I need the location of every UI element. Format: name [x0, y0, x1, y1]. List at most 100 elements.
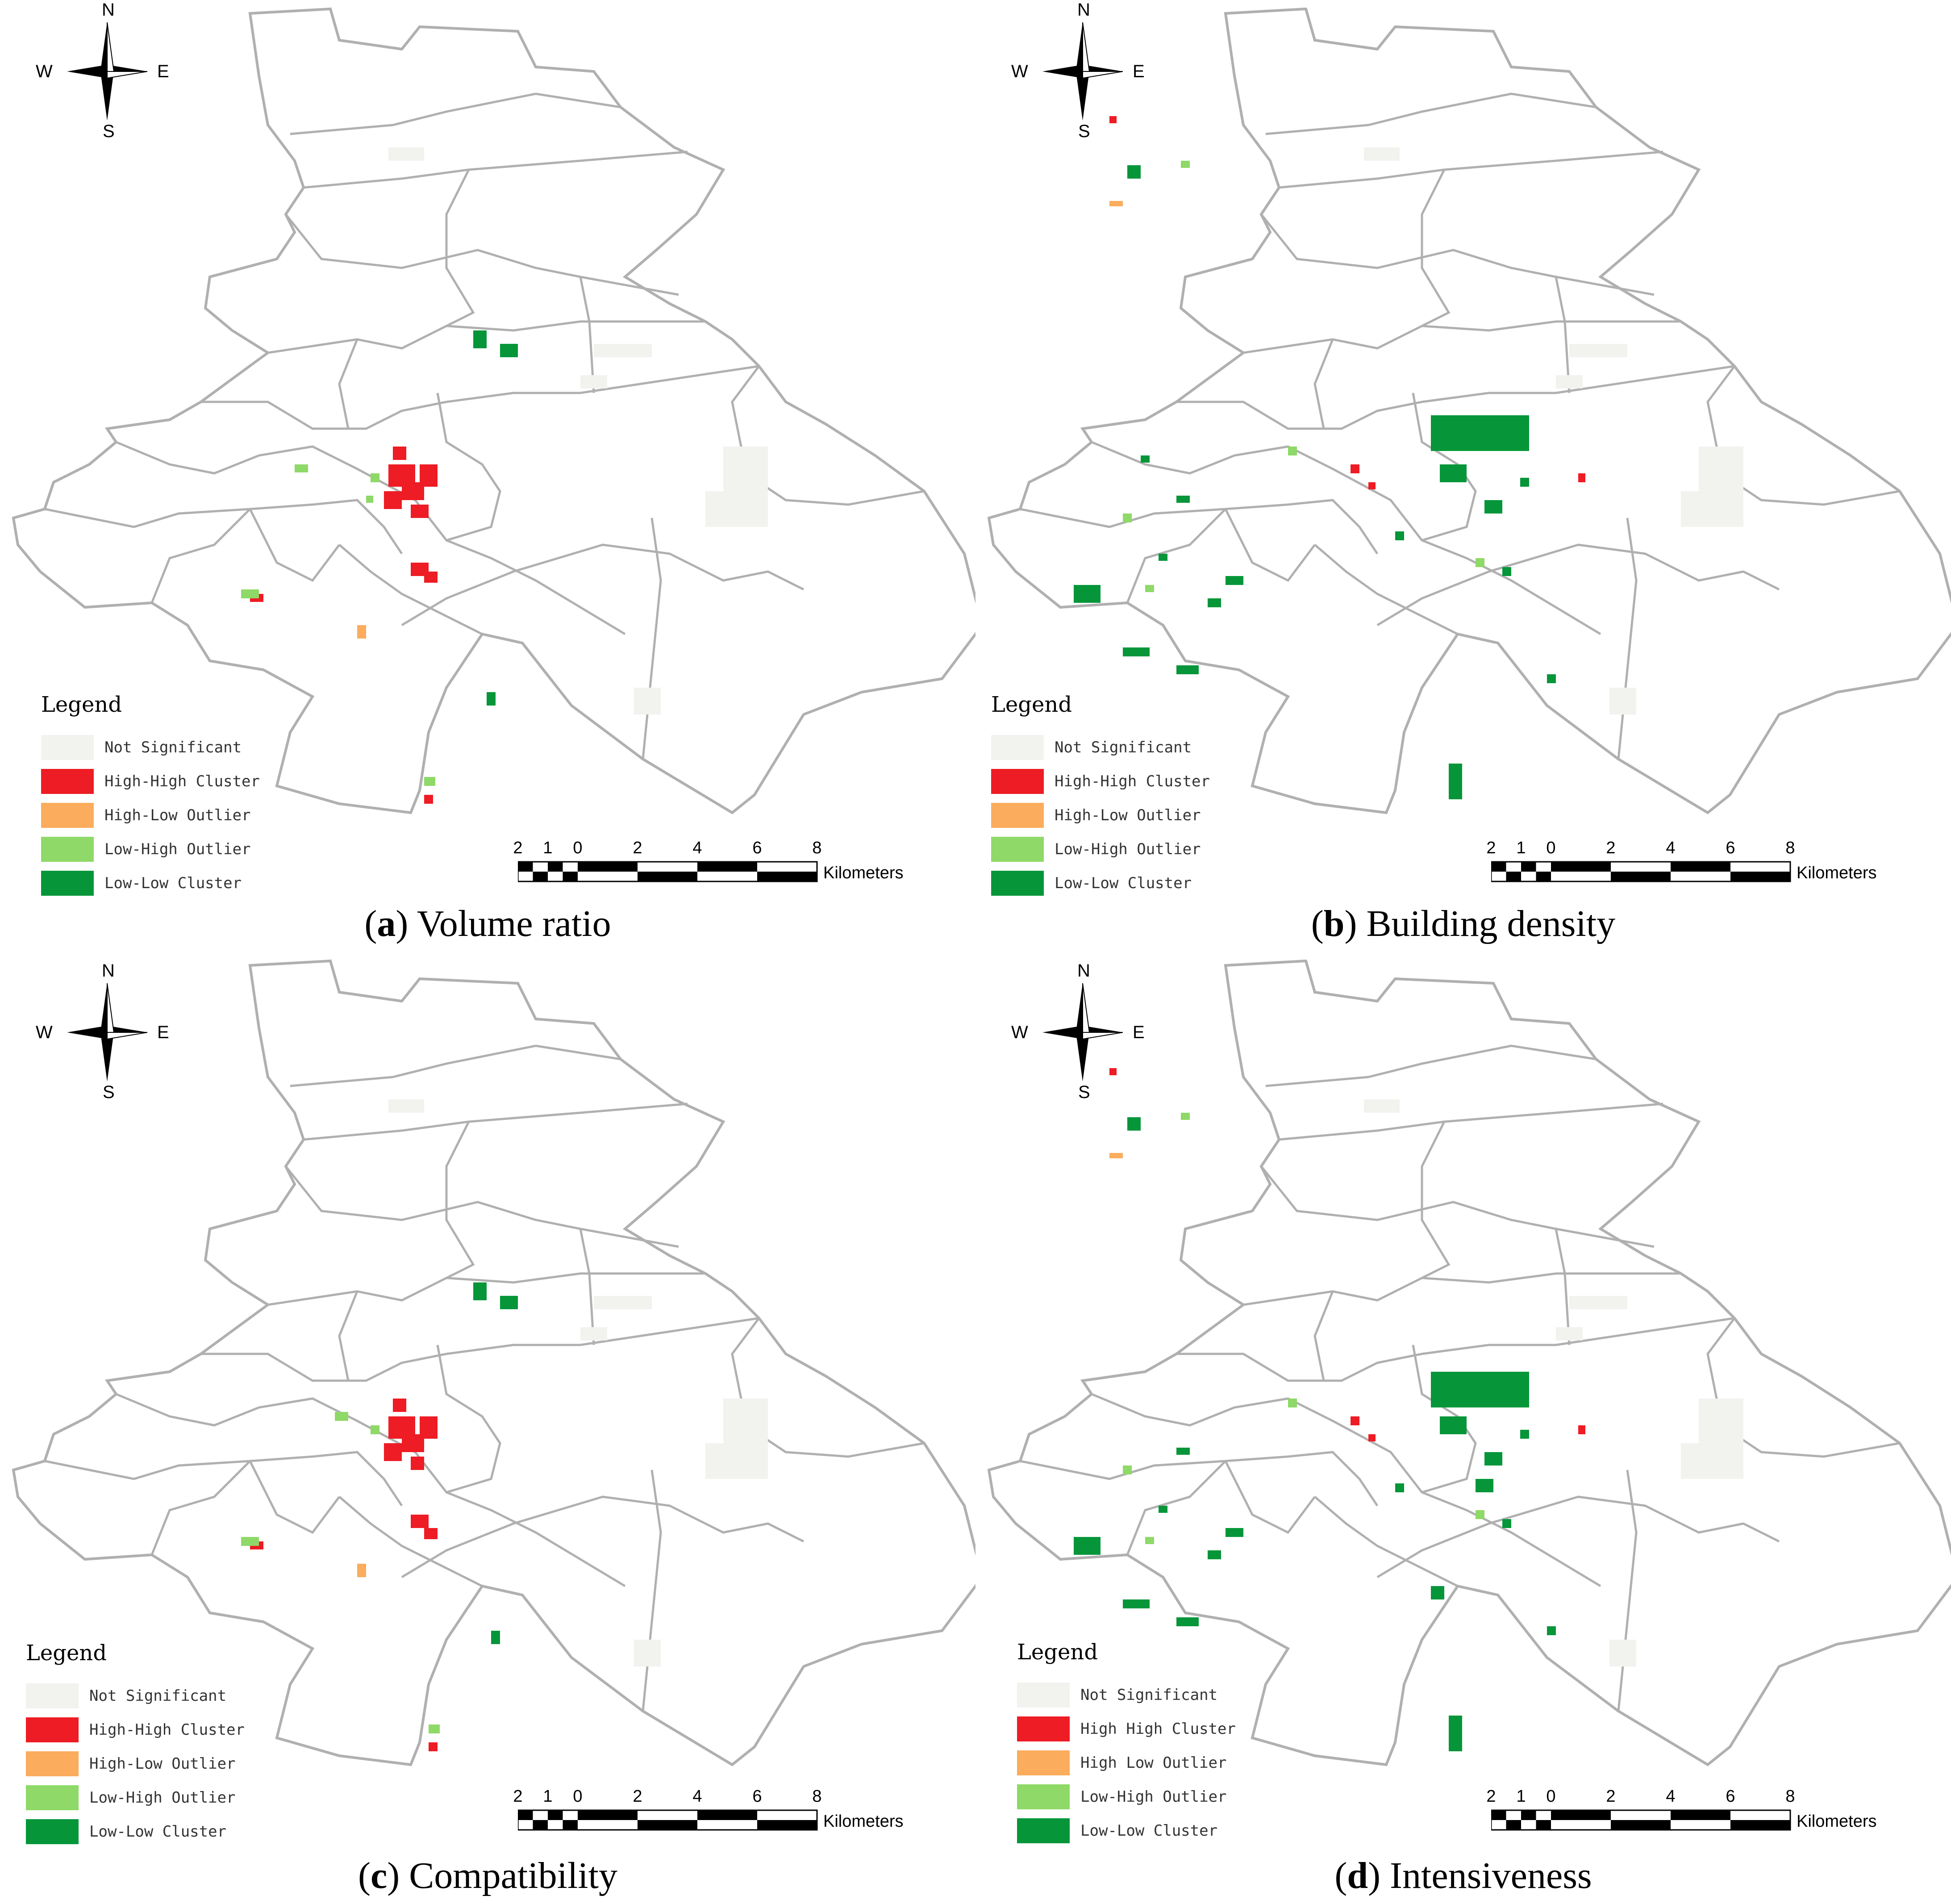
legend-item-label: Low-High Outlier	[1055, 840, 1201, 858]
not-significant-parcel	[1609, 688, 1636, 714]
low-low-parcel	[1431, 415, 1529, 451]
low-high-parcel	[1476, 558, 1484, 567]
legend-item: High Low Outlier	[1017, 1746, 1285, 1780]
district-boundary	[1533, 1495, 1780, 1543]
not-significant-parcel	[1609, 1640, 1636, 1666]
scale-tick-label: 1	[1516, 1787, 1526, 1806]
scale-tick-label: 0	[1546, 1787, 1556, 1806]
high-high-parcel	[1109, 1068, 1117, 1075]
legend-item: Low-High Outlier	[41, 832, 309, 866]
low-low-parcel	[1208, 1550, 1221, 1559]
low-low-parcel	[1547, 1626, 1556, 1635]
study-area-boundary	[12, 7, 976, 814]
low-low-parcel	[491, 1631, 500, 1644]
legend-item-label: High-High Cluster	[104, 772, 260, 790]
scale-tick-label: 1	[543, 1787, 553, 1806]
legend-swatch-high-high	[1017, 1716, 1070, 1741]
legend-swatch-low-low	[991, 871, 1044, 896]
low-high-parcel	[241, 589, 259, 598]
high-high-parcel	[420, 464, 438, 487]
high-low-parcel	[357, 1564, 366, 1577]
legend-item: High-Low Outlier	[41, 798, 309, 832]
legend-item-label: Low-Low Cluster	[89, 1823, 227, 1841]
legend-item-label: Not Significant	[1080, 1686, 1218, 1704]
low-low-parcel	[1074, 1537, 1101, 1555]
panel-letter: d	[1347, 1855, 1368, 1896]
high-high-parcel	[1368, 482, 1376, 489]
not-significant-parcel	[1556, 1327, 1583, 1340]
legend-item-label: High-High Cluster	[1055, 772, 1210, 790]
district-boundary	[338, 544, 483, 635]
district-map	[12, 7, 976, 814]
district-boundary	[579, 1228, 595, 1345]
high-low-parcel	[1109, 201, 1123, 206]
legend-swatch-low-low	[1017, 1818, 1070, 1843]
scale-unit-label: Kilometers	[823, 864, 904, 882]
study-area-boundary	[987, 959, 1951, 1766]
scale-tick-label: 4	[1666, 1787, 1676, 1806]
panel-caption: (b) Building density	[1311, 903, 1616, 944]
low-low-parcel	[1123, 1599, 1150, 1608]
high-high-parcel	[1351, 464, 1359, 473]
high-high-parcel	[420, 1416, 438, 1439]
low-high-parcel	[1123, 514, 1132, 522]
not-significant-parcel	[594, 344, 652, 357]
compass-label-w: W	[36, 1023, 53, 1042]
panel-letter: c	[371, 1855, 388, 1896]
district-boundary	[436, 1344, 501, 1494]
panel-title: Intensiveness	[1390, 1855, 1592, 1896]
compass-label-w: W	[1011, 1023, 1028, 1042]
district-boundary	[1533, 543, 1780, 591]
scale-tick-label: 2	[1486, 839, 1496, 857]
scale-tick-label: 2	[1606, 839, 1616, 857]
legend-item-label: Not Significant	[1055, 739, 1192, 756]
district-boundary	[1555, 276, 1571, 393]
low-high-parcel	[1288, 1399, 1297, 1407]
scale-tick-label: 2	[513, 1787, 523, 1806]
map-legend: Legend Not Significant High-High Cluster Hi…	[26, 1641, 294, 1849]
district-boundary	[290, 1044, 621, 1087]
district-boundary	[445, 169, 475, 327]
scale-bar: 2 1 0 2 4 6 8 Kilometers	[513, 839, 911, 906]
legend-item: High-High Cluster	[26, 1713, 294, 1747]
map-legend: Legend Not Significant High-High Cluster Hi…	[991, 692, 1259, 900]
legend-item-label: Low-High Outlier	[89, 1789, 236, 1807]
high-high-parcel	[1578, 1425, 1585, 1434]
not-significant-parcel	[594, 1296, 652, 1309]
legend-item: High-Low Outlier	[991, 798, 1259, 832]
legend-item-label: Low-Low Cluster	[104, 874, 242, 892]
high-high-parcel	[411, 505, 429, 518]
district-boundary	[1176, 1317, 1735, 1382]
panel-letter: b	[1323, 903, 1345, 944]
high-low-parcel	[1109, 1153, 1123, 1158]
low-low-parcel	[1176, 665, 1199, 674]
legend-item: Low-High Outlier	[1017, 1780, 1285, 1814]
low-high-parcel	[295, 464, 308, 472]
scale-tick-label: 2	[1486, 1787, 1496, 1806]
scale-unit-label: Kilometers	[1797, 864, 1877, 882]
low-low-parcel	[1502, 567, 1511, 576]
scale-tick-label: 2	[513, 839, 523, 857]
high-high-parcel	[384, 491, 402, 509]
legend-item-label: High-Low Outlier	[1055, 806, 1201, 824]
scale-tick-label: 6	[752, 1787, 762, 1806]
district-boundary	[401, 1509, 559, 1578]
compass-label-w: W	[36, 62, 53, 81]
low-low-parcel	[1208, 598, 1221, 607]
compass-label-e: E	[1133, 62, 1145, 81]
legend-item: Not Significant	[991, 731, 1259, 764]
district-boundary	[338, 339, 359, 429]
scale-tick-label: 4	[1666, 839, 1676, 857]
legend-item: Low-High Outlier	[26, 1781, 294, 1815]
legend-item: High-High Cluster	[41, 764, 309, 798]
district-boundary	[1555, 1228, 1571, 1345]
legend-title: Legend	[991, 692, 1072, 717]
district-boundary	[201, 365, 759, 430]
low-low-parcel	[500, 344, 518, 357]
low-low-parcel	[1123, 647, 1150, 656]
north-arrow-icon: N S E W	[36, 0, 174, 141]
scale-tick-label: 4	[692, 1787, 702, 1806]
low-high-parcel	[371, 473, 379, 482]
scale-bar-graphic	[518, 1809, 818, 1831]
legend-item-label: Low-High Outlier	[104, 840, 251, 858]
